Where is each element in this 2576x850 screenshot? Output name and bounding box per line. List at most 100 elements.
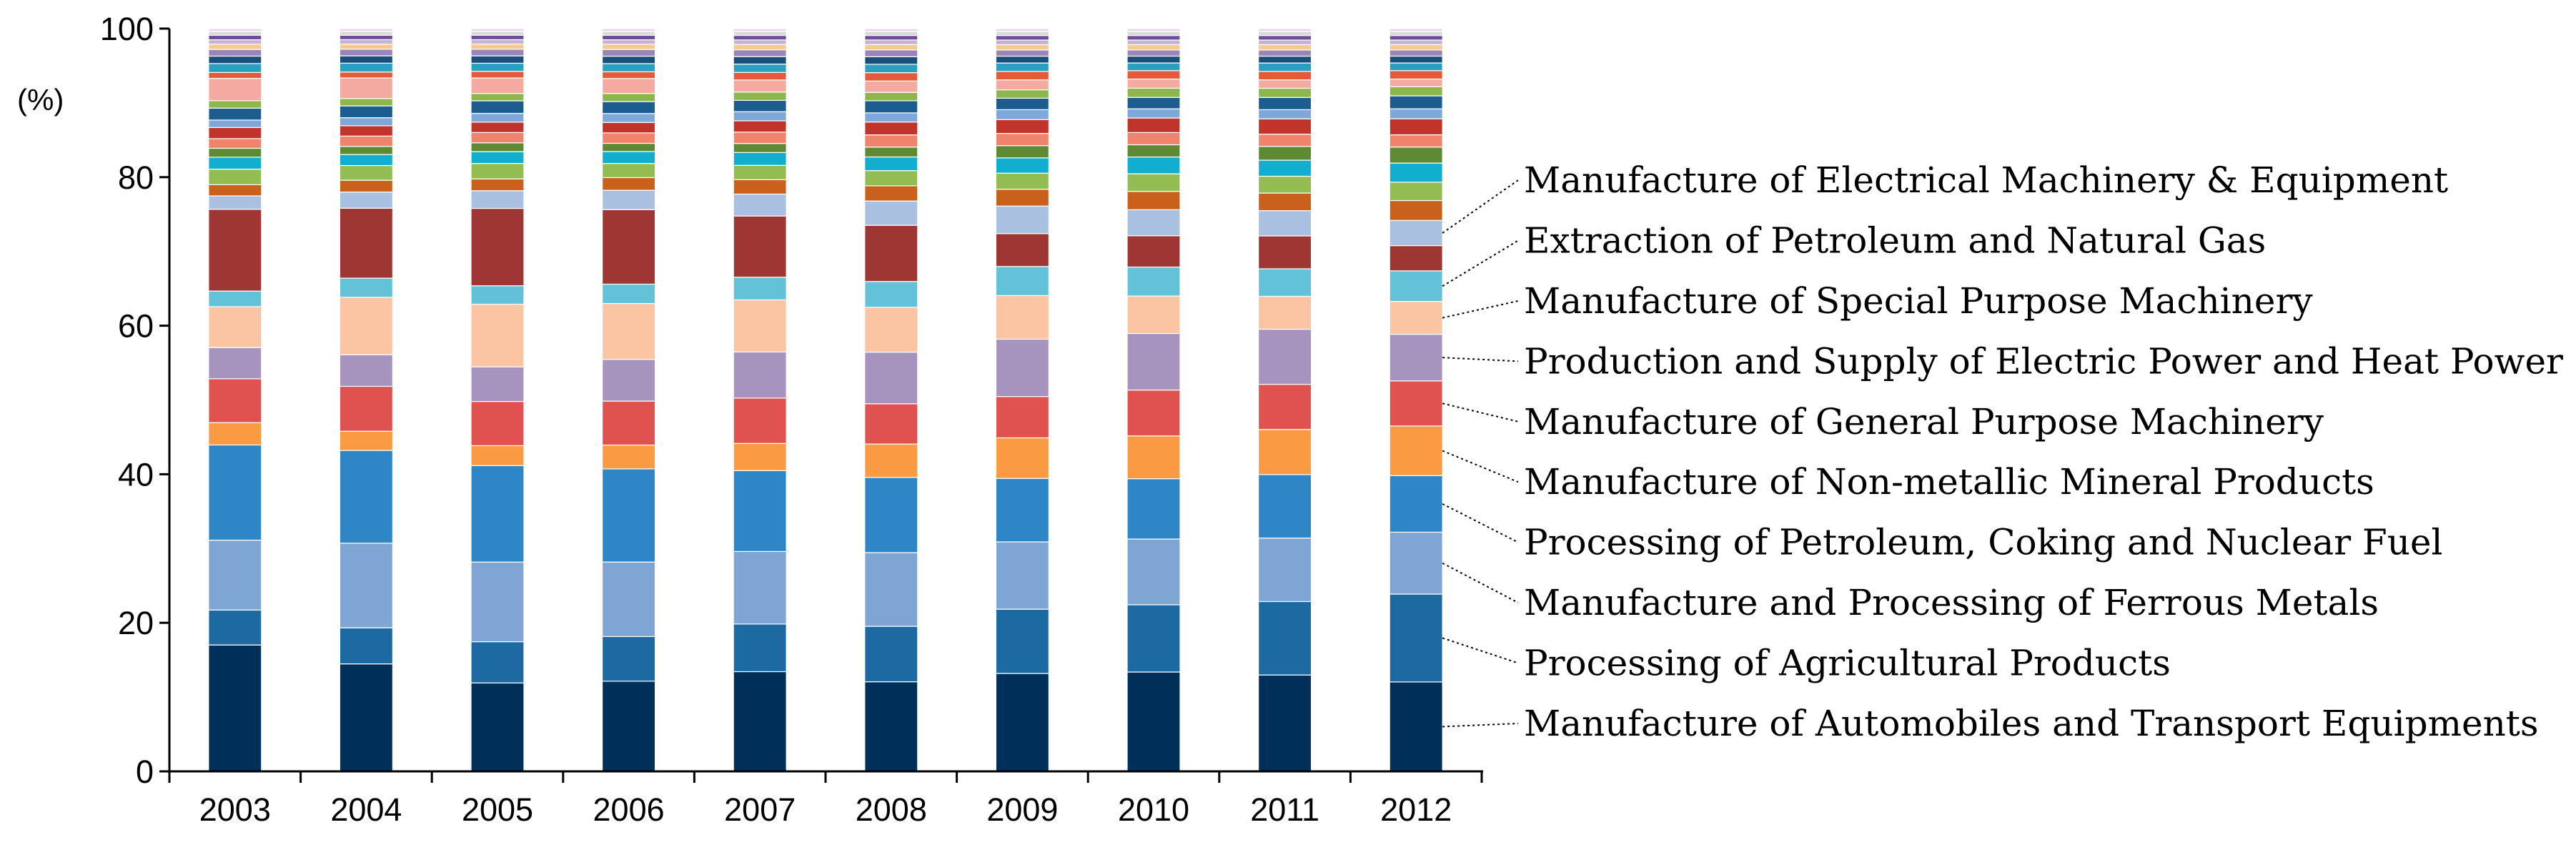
bar-segment-2004-processing-of-agricultural-products: [339, 627, 393, 665]
x-tick-label: 2006: [593, 791, 665, 828]
bar-segment-2007-series-18: [733, 111, 787, 122]
bar-segment-2005-series-15: [470, 142, 525, 152]
bar-segment-2011-series-21: [1257, 79, 1312, 89]
bar-segment-2010-manufacture-and-processing-of-ferrous-metals: [1126, 538, 1181, 606]
bar-segment-2005-series-22: [470, 71, 525, 79]
bar-segment-2009-series-19: [995, 97, 1050, 111]
leader-line-manufacture-of-special-purpose-machinery: [1442, 300, 1519, 319]
bar-segment-2008-series-19: [864, 100, 918, 114]
bar-segment-2003-series-23: [208, 63, 262, 73]
bar-segment-2003-manufacture-of-electrical-machinery-equipment: [208, 195, 262, 210]
bar-segment-2004-series-22: [339, 71, 393, 79]
bar-segment-2010-series-16: [1126, 132, 1181, 146]
legend-label-production-and-supply-of-electric-power-and-heat-power: Production and Supply of Electric Power …: [1524, 340, 2563, 382]
bar-segment-2009-production-and-supply-of-electric-power-and-heat-power: [995, 338, 1050, 397]
bar-segment-2011-series-24: [1257, 55, 1312, 64]
bar-segment-2010-series-26: [1126, 44, 1181, 51]
bar-segment-2005-series-12: [470, 178, 525, 192]
bar-segment-2003-series-17: [208, 127, 262, 139]
bar-segment-2007-series-22: [733, 71, 787, 81]
x-tick-label: 2008: [856, 791, 927, 828]
bar-segment-2004-extraction-of-petroleum-and-natural-gas: [339, 277, 393, 298]
bar-segment-2008-series-16: [864, 134, 918, 148]
bar-segment-2006-series-28: [601, 34, 656, 41]
bar-segment-2009-series-27: [995, 39, 1050, 46]
bar-segment-2009-series-12: [995, 189, 1050, 207]
bar-segment-2012-series-16: [1389, 134, 1443, 148]
bar-segment-2008-series-12: [864, 185, 918, 202]
legend-label-processing-of-petroleum-coking-and-nuclear-fuel: Processing of Petroleum, Coking and Nucl…: [1524, 522, 2443, 563]
bar-segment-2004-series-30: [339, 28, 393, 32]
bar-segment-2009-series-28: [995, 35, 1050, 41]
bar-segment-2003-series-20: [208, 100, 262, 109]
bar-segment-2003-manufacture-and-processing-of-ferrous-metals: [208, 539, 262, 611]
y-axis-unit-label: (%): [17, 83, 64, 117]
x-tick-label: 2004: [330, 791, 402, 828]
bar-segment-2006-series-16: [601, 132, 656, 144]
leader-line-processing-of-petroleum-coking-and-nuclear-fuel: [1442, 503, 1519, 543]
bar-segment-2010-production-and-supply-of-electric-power-and-heat-power: [1126, 332, 1181, 391]
bar-segment-2010-series-27: [1126, 39, 1181, 46]
bar-segment-2009-series-22: [995, 71, 1050, 81]
bar-segment-2011-series-10: [1257, 235, 1312, 270]
bar-segment-2006-series-12: [601, 177, 656, 191]
bar-segment-2010-processing-of-agricultural-products: [1126, 604, 1181, 673]
bar-segment-2005-series-23: [470, 62, 525, 72]
x-tick-label: 2012: [1380, 791, 1452, 828]
bar-segment-2005-extraction-of-petroleum-and-natural-gas: [470, 285, 525, 305]
bar-segment-2010-series-10: [1126, 235, 1181, 268]
bar-segment-2006-series-10: [601, 209, 656, 285]
bar-segment-2008-series-27: [864, 39, 918, 45]
bar-segment-2011-series-29: [1257, 31, 1312, 36]
bar-segment-2005-series-26: [470, 44, 525, 50]
bar-segment-2012-series-19: [1389, 95, 1443, 109]
bar-segment-2006-series-29: [601, 31, 656, 36]
bar-segment-2012-series-26: [1389, 44, 1443, 51]
bar-segment-2011-series-25: [1257, 49, 1312, 57]
bar-segment-2010-series-12: [1126, 191, 1181, 210]
bar-segment-2005-series-13: [470, 163, 525, 179]
bar-segment-2012-manufacture-of-automobiles-and-transport-equipments: [1389, 681, 1443, 772]
bar-segment-2009-series-20: [995, 89, 1050, 99]
bar-segment-2004-series-15: [339, 146, 393, 155]
bar-segment-2012-series-20: [1389, 86, 1443, 97]
bar-segment-2007-series-19: [733, 99, 787, 112]
bar-segment-2008-series-18: [864, 112, 918, 123]
bar-segment-2008-series-17: [864, 122, 918, 136]
bar-segment-2006-series-24: [601, 55, 656, 64]
leader-lines-layer: [1442, 179, 1519, 728]
bar-segment-2010-series-30: [1126, 28, 1181, 32]
bar-segment-2009-series-10: [995, 233, 1050, 267]
bar-segment-2006-production-and-supply-of-electric-power-and-heat-power: [601, 359, 656, 402]
bar-segment-2009-series-24: [995, 55, 1050, 64]
bar-segment-2009-series-17: [995, 119, 1050, 134]
bar-segment-2005-production-and-supply-of-electric-power-and-heat-power: [470, 366, 525, 402]
bar-segment-2011-processing-of-agricultural-products: [1257, 601, 1312, 676]
bar-segment-2010-extraction-of-petroleum-and-natural-gas: [1126, 266, 1181, 297]
bar-segment-2003-series-21: [208, 78, 262, 102]
bar-segment-2005-series-29: [470, 31, 525, 36]
bar-segment-2004-manufacture-of-special-purpose-machinery: [339, 297, 393, 355]
bar-segment-2009-manufacture-of-non-metallic-mineral-products: [995, 437, 1050, 479]
legend-layer: Manufacture of Automobiles and Transport…: [1524, 159, 2563, 744]
bar-segment-2003-processing-of-petroleum-coking-and-nuclear-fuel: [208, 444, 262, 541]
bar-segment-2003-series-29: [208, 31, 262, 36]
bar-segment-2011-series-27: [1257, 39, 1312, 46]
bars-layer: [208, 28, 1443, 772]
bar-segment-2007-manufacture-of-special-purpose-machinery: [733, 299, 787, 352]
bar-segment-2010-manufacture-of-automobiles-and-transport-equipments: [1126, 671, 1181, 772]
bar-segment-2012-series-21: [1389, 78, 1443, 87]
bar-segment-2012-processing-of-petroleum-coking-and-nuclear-fuel: [1389, 475, 1443, 533]
bar-segment-2007-series-17: [733, 120, 787, 133]
bar-segment-2003-manufacture-of-general-purpose-machinery: [208, 378, 262, 423]
bar-segment-2004-manufacture-and-processing-of-ferrous-metals: [339, 543, 393, 628]
bar-segment-2006-extraction-of-petroleum-and-natural-gas: [601, 283, 656, 305]
bar-segment-2004-series-14: [339, 154, 393, 167]
bar-segment-2006-series-14: [601, 151, 656, 164]
ticks-layer: 0 20 40 60 80 100 2003 2004 2005 2006 2007 2008 2009…: [100, 11, 1483, 828]
bar-segment-2006-manufacture-of-automobiles-and-transport-equipments: [601, 681, 656, 772]
x-tick-label: 2009: [986, 791, 1058, 828]
bar-segment-2007-manufacture-of-electrical-machinery-equipment: [733, 193, 787, 217]
bar-segment-2005-series-27: [470, 39, 525, 45]
bar-segment-2006-manufacture-of-electrical-machinery-equipment: [601, 189, 656, 210]
